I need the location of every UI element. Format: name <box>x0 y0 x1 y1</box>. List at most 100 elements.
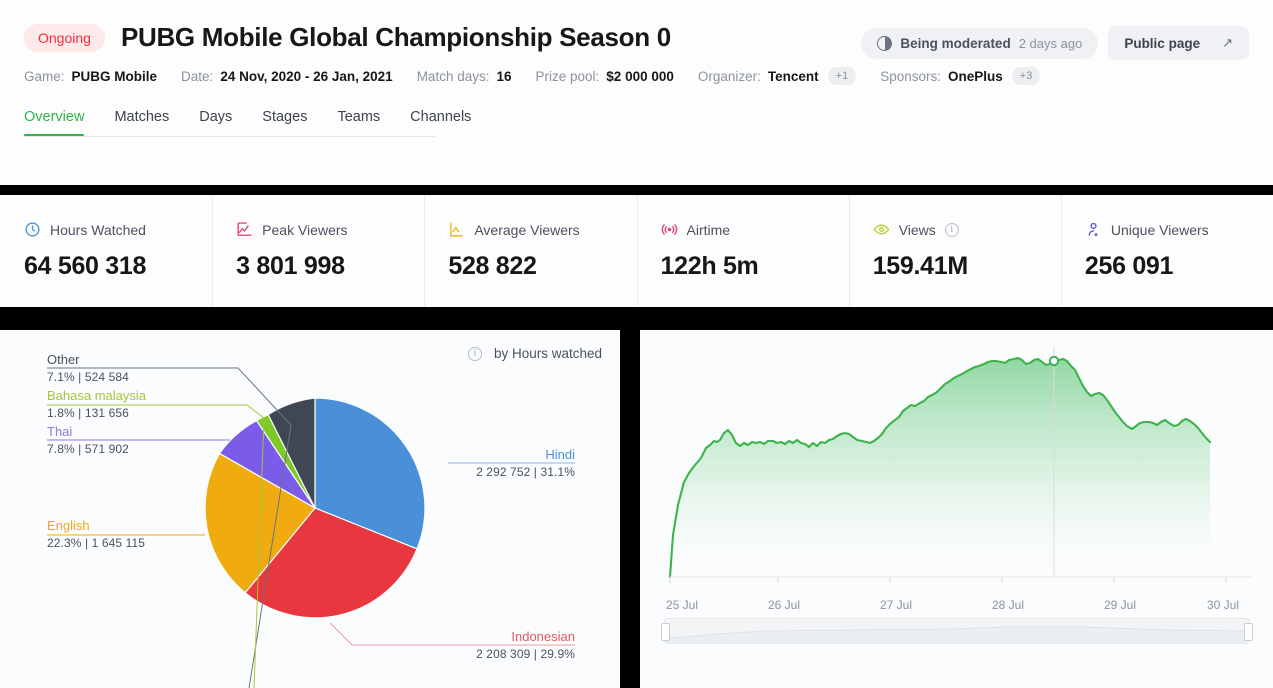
stat-head: Hours Watched <box>24 221 212 238</box>
pie-label-name: Other <box>47 352 80 367</box>
header-actions: Being moderated 2 days ago Public page ↗ <box>861 26 1249 60</box>
clock-icon <box>25 222 40 237</box>
tab-teams[interactable]: Teams <box>337 109 381 125</box>
x-axis-label: 26 Jul <box>767 598 801 612</box>
stat-label: Average Viewers <box>474 221 580 238</box>
organizer-more-badge[interactable]: +1 <box>827 67 857 85</box>
info-icon[interactable]: i <box>467 346 482 361</box>
peak-chart-icon <box>237 222 252 236</box>
pie-metric-label[interactable]: by Hours watched <box>493 346 602 361</box>
moderation-label: Being moderated <box>900 35 1011 51</box>
sponsors-more-badge[interactable]: +3 <box>1011 67 1041 85</box>
x-axis-label: 28 Jul <box>991 598 1025 612</box>
pie-label-name: Bahasa malaysia <box>47 388 146 403</box>
meta-key: Prize pool: <box>535 68 600 84</box>
pie-label-name: Thai <box>47 424 73 439</box>
stat-value: 122h 5m <box>660 252 759 280</box>
moderation-timestamp: 2 days ago <box>1018 35 1083 51</box>
area-chart-fill <box>670 358 1210 577</box>
peak-marker-point[interactable] <box>1048 355 1060 367</box>
language-breakdown-panel: i by Hours watched <box>0 330 620 688</box>
info-icon[interactable]: i <box>944 222 959 237</box>
stat-card-hours-watched: Hours Watched 64 560 318 <box>0 195 212 307</box>
pie-label-values: 2 292 752 | 31.1% <box>476 465 575 479</box>
leader-line-indonesian <box>329 622 575 646</box>
stat-label: Airtime <box>686 221 731 238</box>
title-row: Ongoing PUBG Mobile Global Championship … <box>0 0 1273 53</box>
pie-label-english[interactable]: English 22.3% | 1 645 115 <box>47 518 145 550</box>
pie-label-other[interactable]: Other 7.1% | 524 584 <box>47 352 129 384</box>
person-star-icon <box>1088 222 1098 237</box>
pie-label-bahasa-malaysia[interactable]: Bahasa malaysia 1.8% | 131 656 <box>47 388 146 420</box>
meta-value: 24 Nov, 2020 - 26 Jan, 2021 <box>220 68 393 84</box>
pie-label-thai[interactable]: Thai 7.8% | 571 902 <box>47 424 129 456</box>
meta-value: $2 000 000 <box>606 68 674 84</box>
area-chart-line <box>668 356 1212 579</box>
meta-key: Date: <box>181 68 214 84</box>
status-badge: Ongoing <box>24 23 105 52</box>
pie-label-values: 1.8% | 131 656 <box>47 406 129 420</box>
meta-value[interactable]: OnePlus <box>948 68 1003 84</box>
stat-card-average-viewers: Average Viewers 528 822 <box>424 195 636 307</box>
pie-slice-other[interactable] <box>267 397 316 509</box>
pie-leader-lines <box>47 367 575 646</box>
stat-label: Hours Watched <box>50 221 146 238</box>
timeline-range-slider[interactable] <box>661 618 1253 644</box>
pie-chart: Other 7.1% | 524 584 Bahasa malaysia 1.8… <box>0 330 620 688</box>
pie-slice-hindi[interactable] <box>314 397 426 550</box>
x-axis-label: 25 Jul <box>665 598 699 612</box>
pie-label-name: English <box>47 518 90 533</box>
stat-value: 528 822 <box>448 252 537 280</box>
meta-value[interactable]: Tencent <box>767 68 819 84</box>
pie-slice-indonesian[interactable] <box>244 507 418 619</box>
meta-value[interactable]: PUBG Mobile <box>71 68 158 84</box>
stat-head: Unique Viewers <box>1085 221 1273 238</box>
stat-label: Unique Viewers <box>1110 221 1209 238</box>
pie-chart-svg <box>204 397 426 688</box>
page-title: PUBG Mobile Global Championship Season 0 <box>120 22 671 52</box>
meta-match-days: Match days: 16 <box>417 69 512 84</box>
moderation-status-chip[interactable]: Being moderated 2 days ago <box>861 27 1099 59</box>
tab-overview[interactable]: Overview <box>24 101 85 137</box>
half-circle-icon <box>877 35 893 51</box>
pie-header: i by Hours watched <box>467 346 602 361</box>
pie-label-hindi[interactable]: Hindi 2 292 752 | 31.1% <box>476 447 575 479</box>
meta-value: 16 <box>496 68 512 84</box>
leader-line-bahasa-malaysia <box>47 404 265 419</box>
x-axis-labels: 25 Jul 26 Jul 27 Jul 28 Jul 29 Jul 30 Ju… <box>640 598 1273 618</box>
x-axis-label: 30 Jul <box>1206 598 1240 612</box>
tab-stages[interactable]: Stages <box>262 109 308 125</box>
pie-label-values: 7.1% | 524 584 <box>47 370 129 384</box>
viewers-timeline-panel: 25 Jul 26 Jul 27 Jul 28 Jul 29 Jul 30 Ju… <box>640 330 1273 688</box>
pie-label-name: Hindi <box>545 447 575 462</box>
pie-label-values: 7.8% | 571 902 <box>47 442 129 456</box>
public-page-button[interactable]: Public page ↗ <box>1108 26 1249 60</box>
stat-card-views: Views i 159.41M <box>848 195 1061 307</box>
tab-matches[interactable]: Matches <box>114 109 170 125</box>
area-chart-svg[interactable] <box>640 330 1273 610</box>
meta-organizer: Organizer: Tencent +1 <box>698 67 857 85</box>
stat-value: 64 560 318 <box>24 252 147 280</box>
pie-label-values: 22.3% | 1 645 115 <box>47 536 146 550</box>
range-slider-handle-left[interactable] <box>661 623 670 641</box>
tab-channels[interactable]: Channels <box>410 109 472 125</box>
stat-head: Average Viewers <box>448 221 636 238</box>
stat-card-peak-viewers: Peak Viewers 3 801 998 <box>212 195 424 307</box>
stat-card-unique-viewers: Unique Viewers 256 091 <box>1060 195 1273 307</box>
stat-value: 159.41M <box>872 252 969 280</box>
pie-label-indonesian[interactable]: Indonesian 2 208 309 | 29.9% <box>476 629 575 661</box>
stat-card-airtime: Airtime 122h 5m <box>636 195 849 307</box>
tab-days[interactable]: Days <box>199 109 233 125</box>
nav-tabs: Overview Matches Days Stages Teams Chann… <box>0 101 1273 137</box>
event-meta-row: Game: PUBG Mobile Date: 24 Nov, 2020 - 2… <box>0 53 1273 85</box>
stat-label: Views <box>898 221 936 238</box>
external-link-icon: ↗ <box>1222 35 1233 50</box>
public-page-label: Public page <box>1124 35 1201 51</box>
range-slider-handle-right[interactable] <box>1244 623 1253 641</box>
range-slider-preview <box>665 626 1249 643</box>
event-header-panel: Ongoing PUBG Mobile Global Championship … <box>0 0 1273 185</box>
leader-line-other <box>248 424 292 688</box>
eye-icon <box>873 224 890 235</box>
stat-head: Peak Viewers <box>236 221 424 238</box>
